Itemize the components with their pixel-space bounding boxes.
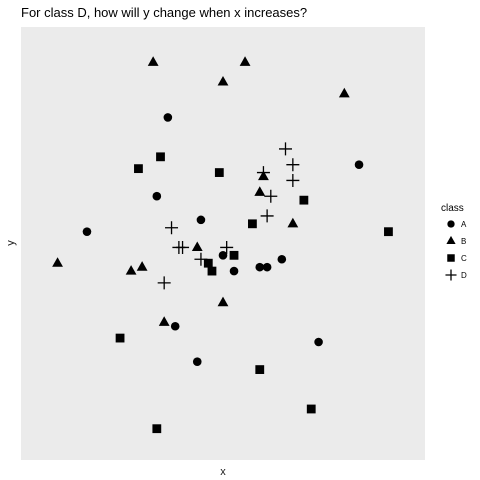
point-a-9 [277,254,287,264]
point-d-12 [157,276,171,290]
point-a-12 [192,357,202,367]
legend-title: class [441,203,464,214]
point-c-1 [134,164,143,174]
point-b-6 [125,265,137,275]
point-d-11 [220,240,234,254]
legend-key-d [445,269,457,281]
point-b-10 [254,186,266,196]
point-c-11 [255,365,265,374]
legend-label-d: D [461,271,467,280]
point-d-6 [260,209,274,223]
point-a-1 [82,227,92,236]
legend-key-b [446,235,456,245]
point-c-4 [299,195,309,205]
point-a-4 [196,215,206,225]
point-d-9 [176,240,190,254]
point-c-5 [248,219,257,229]
data-points [52,56,393,434]
legend-key-c [447,254,455,262]
point-c-13 [152,424,162,434]
point-c-9 [207,266,217,276]
point-b-1 [147,56,159,66]
point-b-11 [287,217,299,228]
point-b-2 [217,75,229,86]
point-b-8 [191,241,203,252]
legend-label-b: B [461,237,466,246]
point-a-2 [163,113,173,122]
point-c-6 [384,227,393,237]
point-b-12 [217,296,229,307]
point-a-6 [229,266,239,276]
x-axis-label: x [220,466,226,478]
point-c-7 [229,250,239,260]
point-c-12 [306,404,316,414]
point-b-7 [136,261,148,271]
plot-panel [21,27,425,460]
point-a-13 [314,337,323,347]
legend-label-c: C [461,254,467,263]
point-a-10 [354,160,364,169]
point-d-4 [286,173,300,187]
point-b-4 [338,87,350,98]
point-d-1 [278,142,292,156]
point-b-13 [158,316,170,326]
point-b-5 [52,257,63,267]
point-b-3 [239,56,251,66]
point-d-2 [286,158,300,172]
point-c-10 [115,333,125,343]
point-a-5 [218,251,228,260]
point-c-3 [214,168,224,177]
point-d-5 [264,189,278,203]
point-c-8 [203,258,213,268]
chart-title: For class D, how will y change when x in… [21,5,307,20]
point-d-3 [256,166,270,180]
point-c-2 [156,152,165,162]
legend-key-a [447,220,455,228]
point-a-7 [255,262,265,272]
point-d-10 [194,252,208,266]
point-d-7 [165,221,179,235]
point-a-3 [152,191,162,201]
y-axis-label: y [5,240,17,246]
point-a-8 [262,262,272,272]
legend-label-a: A [461,220,467,229]
point-a-11 [170,321,180,331]
